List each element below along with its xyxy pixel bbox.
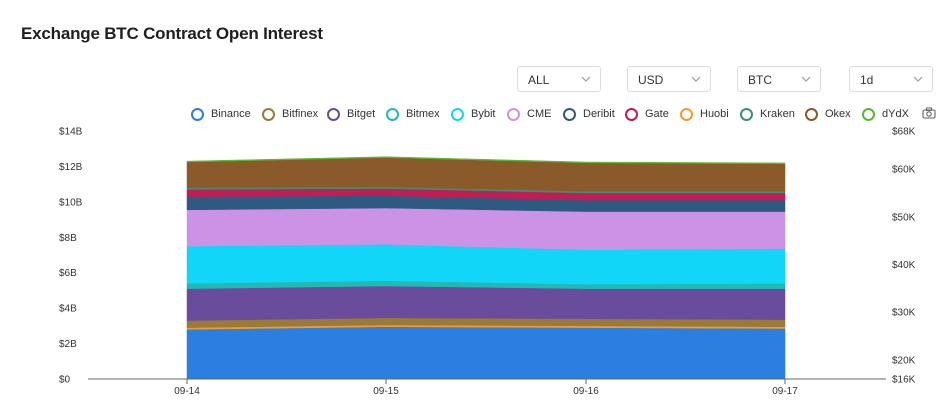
currency-select[interactable]: USD xyxy=(627,66,711,92)
area-cme xyxy=(186,207,786,250)
legend-label: dYdX xyxy=(882,108,909,120)
chevron-down-icon xyxy=(691,76,701,82)
legend-label: Gate xyxy=(645,108,669,120)
legend-marker xyxy=(862,107,875,121)
legend-marker xyxy=(740,107,753,121)
chevron-down-icon xyxy=(913,76,923,82)
legend-item-kraken[interactable]: Kraken xyxy=(740,106,795,122)
legend-marker xyxy=(563,107,576,121)
legend-item-deribit[interactable]: Deribit xyxy=(563,106,615,122)
y-tick-label: $0 xyxy=(59,375,71,386)
legend-marker xyxy=(507,107,520,121)
area-binance xyxy=(186,326,786,380)
legend-label: Bybit xyxy=(471,108,496,120)
legend-item-cme[interactable]: CME xyxy=(507,106,551,122)
chevron-down-icon xyxy=(801,76,811,82)
y-tick-label: $6B xyxy=(59,268,77,279)
legend-item-gate[interactable]: Gate xyxy=(625,106,669,122)
legend-item-bitfinex[interactable]: Bitfinex xyxy=(262,106,318,122)
y2-tick-label: $50K xyxy=(892,212,916,223)
y-tick-label: $14B xyxy=(59,127,83,138)
legend-label: CME xyxy=(527,108,552,120)
interval-select-value: 1d xyxy=(860,73,874,87)
area-dydx xyxy=(186,156,786,165)
legend-item-huobi[interactable]: Huobi xyxy=(680,106,729,122)
y2-tick-label: $16K xyxy=(892,375,916,386)
legend-label: Bitmex xyxy=(406,108,440,120)
legend-label: Okex xyxy=(825,108,851,120)
x-tick-label: 09-16 xyxy=(573,386,599,397)
legend-marker xyxy=(680,107,693,121)
y2-tick-label: $30K xyxy=(892,308,916,319)
legend-item-okex[interactable]: Okex xyxy=(805,106,851,122)
y-tick-label: $8B xyxy=(59,233,77,244)
legend-label: Bitfinex xyxy=(282,108,319,120)
legend-item-bitget[interactable]: Bitget xyxy=(327,106,375,122)
range-select-value: ALL xyxy=(528,73,550,87)
legend-label: Bitget xyxy=(347,108,376,120)
legend-label: Binance xyxy=(211,108,251,120)
legend-item-bitmex[interactable]: Bitmex xyxy=(386,106,440,122)
x-tick-label: 09-14 xyxy=(174,386,200,397)
interval-select[interactable]: 1d xyxy=(849,66,933,92)
y2-tick-label: $68K xyxy=(892,127,916,138)
filter-bar: ALL USD BTC 1d xyxy=(0,66,939,94)
chart-legend: Binance Bitfinex Bitget Bitmex Bybit CME Derib… xyxy=(0,106,939,122)
legend-item-binance[interactable]: Binance xyxy=(191,106,251,122)
y-tick-label: $2B xyxy=(59,339,77,350)
currency-select-value: USD xyxy=(638,73,664,87)
legend-marker xyxy=(451,107,464,121)
legend-marker xyxy=(386,107,399,121)
y-tick-label: $10B xyxy=(59,197,83,208)
coin-select-value: BTC xyxy=(748,73,772,87)
chart-title: Exchange BTC Contract Open Interest xyxy=(21,24,323,43)
area-bybit xyxy=(186,244,786,285)
legend-marker xyxy=(191,107,204,121)
y2-tick-label: $20K xyxy=(892,355,916,366)
legend-item-dydx[interactable]: dYdX xyxy=(862,106,909,122)
y-tick-label: $4B xyxy=(59,304,77,315)
y2-tick-label: $40K xyxy=(892,260,916,271)
camera-icon[interactable] xyxy=(922,106,936,120)
legend-marker xyxy=(625,107,638,121)
coin-select[interactable]: BTC xyxy=(737,66,821,92)
x-tick-label: 09-17 xyxy=(772,386,798,397)
legend-item-bybit[interactable]: Bybit xyxy=(451,106,495,122)
range-select[interactable]: ALL xyxy=(517,66,601,92)
legend-marker xyxy=(327,107,340,121)
x-tick-label: 09-15 xyxy=(373,386,399,397)
chevron-down-icon xyxy=(581,76,591,82)
legend-label: Deribit xyxy=(583,108,615,120)
y2-tick-label: $60K xyxy=(892,165,916,176)
legend-label: Kraken xyxy=(760,108,795,120)
legend-marker xyxy=(805,107,818,121)
y-tick-label: $12B xyxy=(59,162,83,173)
area-bitget xyxy=(186,285,786,321)
legend-label: Huobi xyxy=(700,108,729,120)
legend-marker xyxy=(262,107,275,121)
